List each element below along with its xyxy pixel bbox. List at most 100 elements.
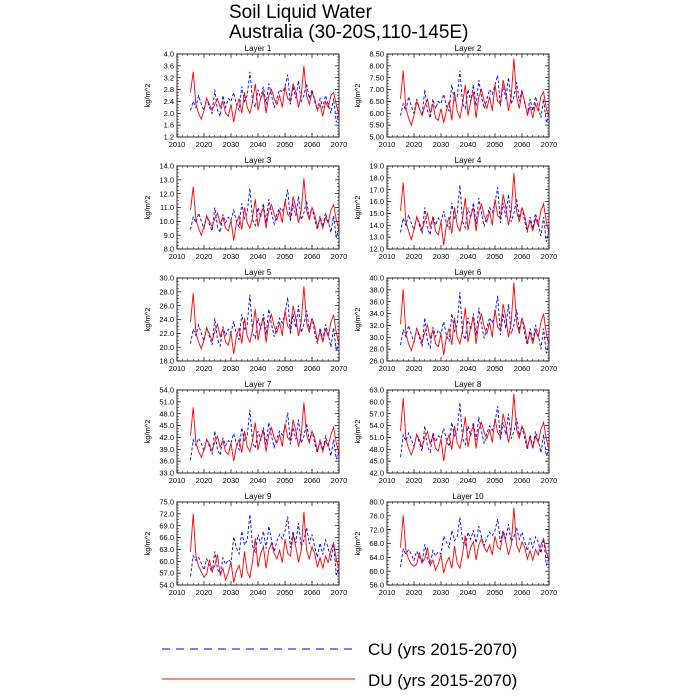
y-axis-label: kg/m^2 — [353, 196, 362, 220]
plot-frame — [386, 277, 550, 362]
series-du-line — [400, 173, 549, 246]
plot-frame — [176, 165, 340, 250]
y-tick-label: 18.0 — [159, 357, 174, 366]
y-tick-label: 34.0 — [369, 309, 384, 318]
y-tick-label: 69.0 — [159, 521, 174, 530]
x-tick-label: 2010 — [379, 364, 396, 373]
x-tick-label: 2030 — [433, 588, 450, 597]
y-tick-label: 8.00 — [369, 61, 384, 70]
x-tick-label: 2040 — [250, 364, 267, 373]
x-tick-label: 2010 — [169, 140, 186, 149]
x-tick-label: 2040 — [460, 252, 477, 261]
x-tick-label: 2010 — [379, 252, 396, 261]
x-tick-label: 2070 — [541, 252, 558, 261]
series-cu-line — [190, 188, 339, 239]
y-tick-label: 63.0 — [159, 545, 174, 554]
chart-panel-layer-1: Layer 1 kg/m^2 1.2 1.6 2.0 2.4 2.8 3.2 3.6 4.0 201… — [143, 44, 347, 149]
x-tick-label: 2030 — [433, 252, 450, 261]
x-tick-label: 2070 — [541, 476, 558, 485]
x-tick-label: 2030 — [433, 476, 450, 485]
figure-title-line2: Australia (30-20S,110-145E) — [229, 22, 468, 43]
y-tick-label: 63.0 — [369, 386, 384, 395]
x-tick-label: 2010 — [169, 476, 186, 485]
y-tick-label: 14.0 — [369, 221, 384, 230]
x-tick-label: 2050 — [277, 252, 294, 261]
x-tick-label: 2050 — [487, 476, 504, 485]
x-tick-label: 2040 — [460, 140, 477, 149]
y-tick-label: 72.0 — [159, 509, 174, 518]
x-tick-label: 2060 — [304, 364, 321, 373]
x-tick-label: 2060 — [304, 588, 321, 597]
x-tick-label: 2050 — [277, 140, 294, 149]
panel-title: Layer 2 — [455, 44, 482, 53]
x-tick-label: 2070 — [541, 364, 558, 373]
series-cu-line — [400, 517, 549, 568]
y-axis-label: kg/m^2 — [353, 84, 362, 108]
y-tick-label: 2.8 — [164, 85, 174, 94]
y-tick-label: 80.0 — [369, 498, 384, 507]
x-tick-label: 2060 — [514, 476, 531, 485]
chart-panel-layer-4: Layer 4 kg/m^2 12.0 13.0 14.0 15.0 16.0 17.0 18.… — [353, 156, 557, 261]
series-du-line — [400, 507, 549, 574]
panel-title: Layer 6 — [455, 268, 482, 277]
panel-title: Layer 5 — [245, 268, 272, 277]
y-tick-label: 19.0 — [369, 162, 384, 171]
x-tick-label: 2060 — [514, 252, 531, 261]
y-axis-label: kg/m^2 — [353, 532, 362, 556]
x-tick-label: 2070 — [331, 476, 348, 485]
y-tick-label: 60.0 — [159, 557, 174, 566]
series-cu-line — [190, 409, 339, 461]
y-tick-label: 51.0 — [159, 397, 174, 406]
y-tick-label: 9.0 — [164, 231, 174, 240]
y-tick-label: 56.0 — [369, 581, 384, 590]
y-tick-label: 36.0 — [159, 457, 174, 466]
y-tick-label: 26.0 — [159, 301, 174, 310]
y-axis-label: kg/m^2 — [143, 84, 152, 108]
y-tick-label: 2.4 — [164, 97, 174, 106]
y-tick-label: 45.0 — [159, 421, 174, 430]
y-tick-label: 40.0 — [369, 274, 384, 283]
y-tick-label: 60.0 — [369, 567, 384, 576]
series-cu-line — [400, 184, 549, 243]
plot-frame — [386, 501, 550, 586]
chart-panel-layer-10: Layer 10 kg/m^2 56.0 60.0 64.0 68.0 72.0 76.0 80… — [353, 492, 557, 597]
y-tick-label: 57.0 — [159, 569, 174, 578]
y-tick-label: 4.0 — [164, 50, 174, 59]
y-tick-label: 15.0 — [369, 209, 384, 218]
series-du-line — [190, 511, 339, 583]
y-axis-label: kg/m^2 — [143, 308, 152, 332]
x-tick-label: 2020 — [196, 140, 213, 149]
legend-du-label: DU (yrs 2015-2070) — [368, 671, 517, 690]
y-tick-label: 72.0 — [369, 525, 384, 534]
y-tick-label: 28.0 — [369, 345, 384, 354]
x-tick-label: 2020 — [406, 476, 423, 485]
x-tick-label: 2020 — [406, 252, 423, 261]
y-axis-label: kg/m^2 — [353, 420, 362, 444]
x-tick-label: 2030 — [223, 140, 240, 149]
y-tick-label: 1.6 — [164, 121, 174, 130]
y-tick-label: 51.0 — [369, 433, 384, 442]
x-tick-label: 2070 — [331, 252, 348, 261]
series-cu-line — [190, 514, 339, 577]
x-tick-label: 2060 — [514, 140, 531, 149]
series-du-line — [190, 65, 339, 123]
series-cu-line — [190, 71, 339, 123]
figure-title-line1: Soil Liquid Water — [229, 2, 373, 23]
x-tick-label: 2010 — [169, 252, 186, 261]
series-du-line — [190, 286, 339, 355]
panel-title: Layer 9 — [245, 492, 272, 501]
x-tick-label: 2040 — [250, 252, 267, 261]
y-tick-label: 42.0 — [369, 469, 384, 478]
x-tick-label: 2050 — [487, 252, 504, 261]
x-tick-label: 2060 — [304, 252, 321, 261]
y-tick-label: 54.0 — [369, 421, 384, 430]
y-tick-label: 54.0 — [159, 386, 174, 395]
y-tick-label: 14.0 — [159, 162, 174, 171]
x-tick-label: 2060 — [304, 476, 321, 485]
x-tick-label: 2020 — [196, 364, 213, 373]
chart-panel-layer-7: Layer 7 kg/m^2 33.0 36.0 39.0 42.0 45.0 48.0 51.… — [143, 380, 347, 485]
x-tick-label: 2030 — [223, 476, 240, 485]
y-tick-label: 30.0 — [369, 333, 384, 342]
series-cu-line — [400, 70, 549, 123]
